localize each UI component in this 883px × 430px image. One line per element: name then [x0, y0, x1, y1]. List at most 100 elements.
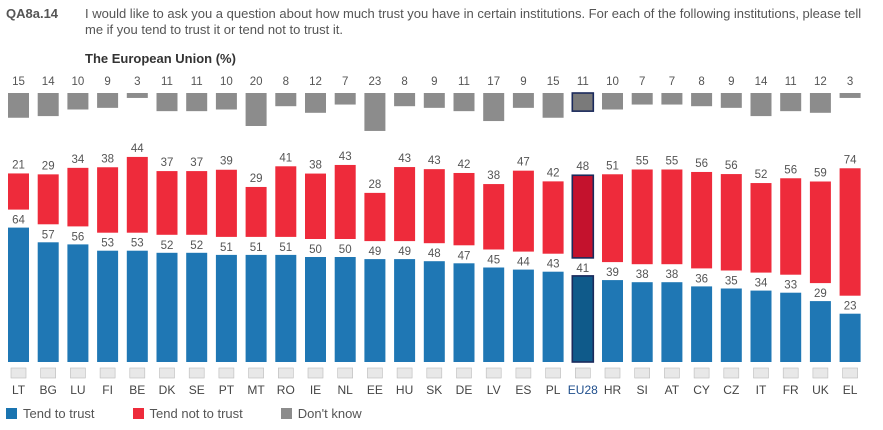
bulgaria-flag	[40, 367, 57, 379]
label-trust-ro: 51	[279, 242, 292, 254]
label-trust-hr: 39	[606, 267, 619, 279]
bar-not-trust-ro	[275, 166, 297, 237]
luxembourg-flag	[70, 367, 86, 379]
bar-trust-lt	[8, 227, 29, 362]
label-not-trust-dk: 37	[161, 157, 174, 169]
estonia-flag	[367, 367, 383, 379]
bar-not-trust-uk	[809, 181, 831, 284]
bar-not-trust-sk	[423, 169, 445, 244]
label-not-trust-be: 44	[131, 143, 144, 155]
bar-dont-know-uk	[809, 93, 831, 113]
category-label-be: BE	[129, 383, 145, 397]
label-not-trust-lv: 38	[487, 170, 500, 182]
label-dont-know-dk: 11	[161, 76, 173, 88]
label-not-trust-cz: 56	[725, 160, 738, 172]
label-not-trust-lu: 34	[72, 154, 85, 166]
bar-trust-be	[126, 250, 148, 362]
label-trust-it: 34	[755, 278, 768, 290]
bar-dont-know-lt	[8, 93, 29, 118]
austria-flag	[664, 367, 680, 379]
slovakia-flag	[426, 367, 443, 379]
portugal-flag	[218, 367, 235, 379]
label-trust-de: 47	[458, 250, 471, 262]
label-not-trust-se: 37	[190, 157, 203, 169]
label-dont-know-uk: 12	[814, 76, 827, 88]
label-dont-know-mt: 20	[250, 76, 263, 88]
bar-dont-know-hr	[602, 93, 623, 110]
croatia-flag	[604, 367, 621, 379]
label-not-trust-ro: 41	[279, 152, 292, 164]
bar-dont-know-de	[453, 93, 475, 112]
category-label-el: EL	[843, 383, 858, 397]
label-not-trust-bg: 29	[42, 160, 55, 172]
bar-dont-know-eu28	[571, 92, 595, 112]
bar-not-trust-cz	[720, 174, 742, 271]
bar-not-trust-pt	[215, 169, 237, 237]
bar-not-trust-lv	[483, 184, 505, 250]
label-dont-know-nl: 7	[342, 76, 348, 88]
bar-not-trust-fr	[780, 178, 802, 275]
bar-trust-pt	[215, 254, 237, 362]
bar-not-trust-es	[512, 170, 534, 252]
bar-trust-cy	[691, 286, 713, 362]
label-trust-lt: 64	[12, 215, 25, 227]
label-not-trust-de: 42	[458, 159, 471, 171]
bar-trust-hr	[602, 280, 623, 362]
label-not-trust-eu28: 48	[576, 161, 589, 173]
category-label-se: SE	[189, 383, 205, 397]
bar-dont-know-se	[186, 93, 208, 112]
label-dont-know-cy: 8	[698, 76, 704, 88]
bar-trust-at	[661, 282, 683, 362]
label-dont-know-de: 11	[458, 76, 470, 88]
legend-swatch-dont-know	[280, 408, 292, 419]
legend-item-dont-know: Don't know	[280, 406, 362, 421]
uk-flag	[812, 367, 829, 379]
bar-dont-know-mt	[245, 93, 267, 126]
category-label-hu: HU	[396, 383, 413, 397]
slovenia-flag	[634, 367, 651, 379]
label-trust-si: 38	[636, 269, 649, 281]
category-label-lv: LV	[487, 383, 501, 397]
category-label-fi: FI	[102, 383, 113, 397]
label-trust-lu: 56	[72, 231, 85, 243]
bar-not-trust-lt	[8, 173, 29, 210]
greece-flag	[842, 367, 858, 379]
label-trust-el: 23	[844, 301, 857, 313]
label-dont-know-es: 9	[520, 76, 526, 88]
label-not-trust-ee: 28	[369, 179, 382, 191]
bar-not-trust-dk	[156, 171, 178, 235]
label-dont-know-bg: 14	[42, 76, 55, 88]
bar-trust-pl	[542, 271, 564, 362]
category-label-mt: MT	[247, 383, 265, 397]
bar-dont-know-ee	[364, 93, 386, 131]
category-label-ro: RO	[277, 383, 295, 397]
bar-trust-lu	[67, 244, 89, 362]
label-dont-know-be: 3	[134, 76, 140, 88]
bar-trust-es	[512, 269, 534, 362]
label-not-trust-pl: 42	[547, 167, 560, 179]
bar-dont-know-lv	[483, 93, 505, 122]
label-not-trust-es: 47	[517, 157, 530, 169]
category-label-es: ES	[515, 383, 531, 397]
bar-not-trust-mt	[245, 186, 267, 237]
label-not-trust-si: 55	[636, 155, 649, 167]
chart-title: The European Union (%)	[85, 51, 236, 66]
bar-dont-know-sk	[423, 93, 445, 108]
bar-not-trust-fi	[97, 167, 119, 233]
bar-dont-know-fi	[97, 93, 119, 108]
bar-trust-cz	[720, 288, 742, 362]
netherlands-flag	[337, 367, 354, 379]
bar-trust-lv	[483, 267, 505, 362]
bar-trust-fi	[97, 250, 119, 362]
bar-dont-know-nl	[334, 93, 356, 105]
category-label-bg: BG	[40, 383, 57, 397]
bar-dont-know-lu	[67, 93, 89, 110]
label-dont-know-lt: 15	[12, 76, 25, 88]
bar-not-trust-de	[453, 172, 475, 246]
label-not-trust-it: 52	[755, 169, 768, 181]
bar-dont-know-bg	[37, 93, 59, 117]
label-dont-know-si: 7	[639, 76, 645, 88]
bar-trust-bg	[37, 242, 59, 362]
category-label-cy: CY	[693, 383, 710, 397]
label-not-trust-el: 74	[844, 154, 857, 166]
